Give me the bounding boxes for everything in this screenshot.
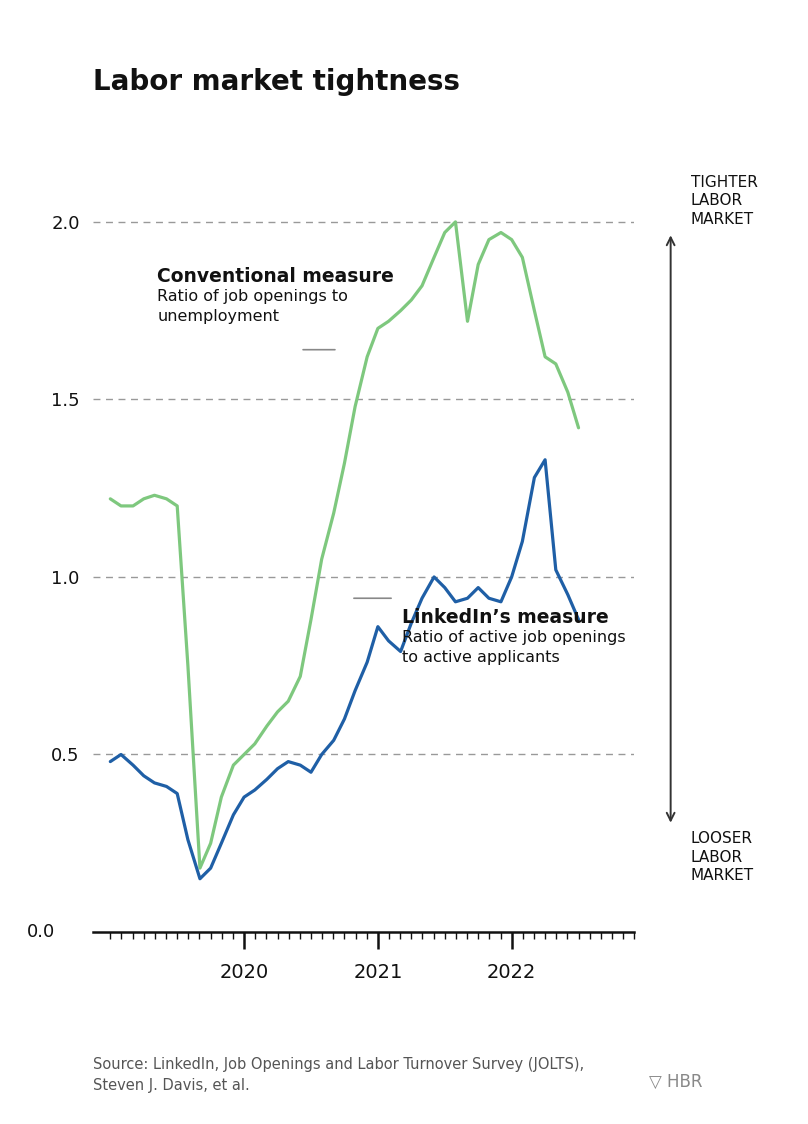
Text: ▽ HBR: ▽ HBR xyxy=(650,1073,703,1091)
Text: Ratio of job openings to
unemployment: Ratio of job openings to unemployment xyxy=(157,289,348,324)
Text: LinkedIn’s measure: LinkedIn’s measure xyxy=(402,608,608,627)
Text: Ratio of active job openings
to active applicants: Ratio of active job openings to active a… xyxy=(402,631,625,665)
Text: Conventional measure: Conventional measure xyxy=(157,266,394,285)
Text: LOOSER
LABOR
MARKET: LOOSER LABOR MARKET xyxy=(691,831,754,883)
Text: 0.0: 0.0 xyxy=(27,923,55,941)
Text: Labor market tightness: Labor market tightness xyxy=(93,67,460,96)
Text: TIGHTER
LABOR
MARKET: TIGHTER LABOR MARKET xyxy=(691,174,758,227)
Text: Source: LinkedIn, Job Openings and Labor Turnover Survey (JOLTS),
Steven J. Davi: Source: LinkedIn, Job Openings and Labor… xyxy=(93,1057,584,1093)
